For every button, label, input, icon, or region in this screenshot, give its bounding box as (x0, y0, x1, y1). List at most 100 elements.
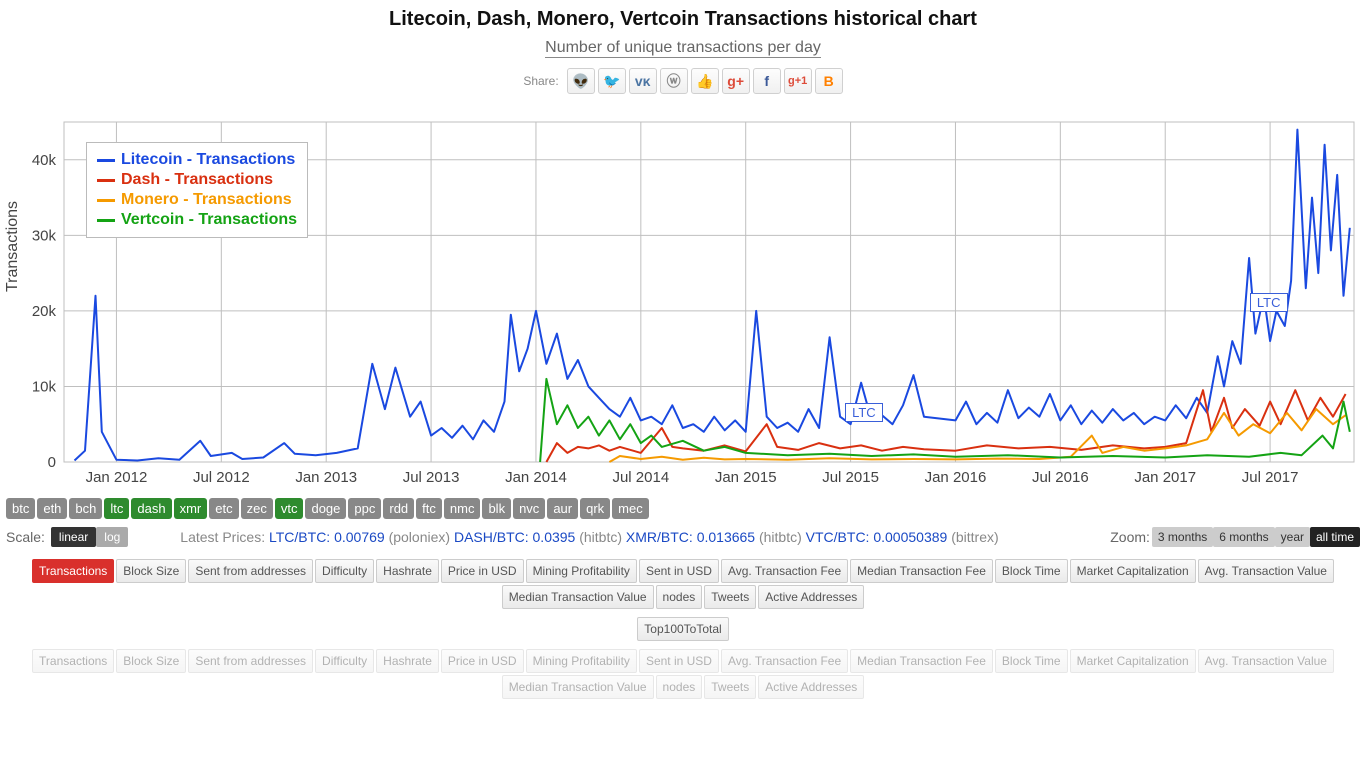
metric-row-primary: TransactionsBlock SizeSent from addresse… (0, 557, 1366, 611)
coin-aur-button[interactable]: aur (547, 498, 578, 519)
metric-nodes-button[interactable]: nodes (656, 585, 703, 609)
svg-text:40k: 40k (32, 152, 57, 169)
page-subtitle[interactable]: Number of unique transactions per day (545, 39, 821, 58)
metric-sent-from-addresses-button[interactable]: Sent from addresses (188, 559, 313, 583)
metric-row-secondary: TransactionsBlock SizeSent from addresse… (0, 647, 1366, 701)
metric-market-capitalization-button[interactable]: Market Capitalization (1070, 649, 1196, 673)
legend-item[interactable]: Dash - Transactions (97, 171, 297, 189)
share-vk-button[interactable]: vᴋ (629, 68, 657, 94)
coin-rdd-button[interactable]: rdd (383, 498, 414, 519)
share-like-button[interactable]: 👍 (691, 68, 719, 94)
metric-mining-profitability-button[interactable]: Mining Profitability (526, 649, 637, 673)
coin-blk-button[interactable]: blk (482, 498, 511, 519)
share-facebook-button[interactable]: f (753, 68, 781, 94)
coin-etc-button[interactable]: etc (209, 498, 238, 519)
svg-text:Jul 2016: Jul 2016 (1032, 469, 1089, 486)
svg-text:Jan 2014: Jan 2014 (505, 469, 567, 486)
metric-difficulty-button[interactable]: Difficulty (315, 649, 374, 673)
metric-active-addresses-button[interactable]: Active Addresses (758, 675, 864, 699)
zoom-label: Zoom: (1110, 529, 1150, 545)
scale-linear-button[interactable]: linear (51, 527, 96, 547)
metric-median-transaction-value-button[interactable]: Median Transaction Value (502, 675, 654, 699)
chart-marker[interactable]: LTC (845, 403, 883, 422)
metric-median-transaction-fee-button[interactable]: Median Transaction Fee (850, 559, 993, 583)
metric-mining-profitability-button[interactable]: Mining Profitability (526, 559, 637, 583)
metric-tweets-button[interactable]: Tweets (704, 675, 756, 699)
chart-area: Transactions 010k20k30k40kJan 2012Jul 20… (8, 112, 1358, 492)
metric-block-time-button[interactable]: Block Time (995, 559, 1068, 583)
scale-label: Scale: (6, 529, 45, 545)
metric-market-capitalization-button[interactable]: Market Capitalization (1070, 559, 1196, 583)
metric-sent-in-usd-button[interactable]: Sent in USD (639, 649, 719, 673)
options-row: Scale: linearlog Latest Prices: LTC/BTC:… (0, 521, 1366, 553)
metric-median-transaction-value-button[interactable]: Median Transaction Value (502, 585, 654, 609)
chart-marker[interactable]: LTC (1250, 293, 1288, 312)
coin-nvc-button[interactable]: nvc (513, 498, 545, 519)
share-blogger-button[interactable]: B (815, 68, 843, 94)
coin-xmr-button[interactable]: xmr (174, 498, 208, 519)
coin-vtc-button[interactable]: vtc (275, 498, 304, 519)
coin-dash-button[interactable]: dash (131, 498, 171, 519)
legend-item[interactable]: Vertcoin - Transactions (97, 211, 297, 229)
metric-hashrate-button[interactable]: Hashrate (376, 559, 439, 583)
metric-hashrate-button[interactable]: Hashrate (376, 649, 439, 673)
coin-qrk-button[interactable]: qrk (580, 498, 610, 519)
coin-mec-button[interactable]: mec (612, 498, 649, 519)
scale-log-button[interactable]: log (96, 527, 128, 547)
legend-label: Dash - Transactions (121, 171, 273, 189)
metric-top100tototal-button[interactable]: Top100ToTotal (637, 617, 728, 641)
share-row: Share: 👽🐦vᴋⓦ👍g+fg+1B (0, 68, 1366, 94)
metric-avg-transaction-value-button[interactable]: Avg. Transaction Value (1198, 649, 1334, 673)
share-reddit-button[interactable]: 👽 (567, 68, 595, 94)
coin-ppc-button[interactable]: ppc (348, 498, 381, 519)
metric-sent-from-addresses-button[interactable]: Sent from addresses (188, 649, 313, 673)
coin-zec-button[interactable]: zec (241, 498, 273, 519)
zoom-6-months-button[interactable]: 6 months (1213, 527, 1274, 547)
legend-label: Litecoin - Transactions (121, 151, 295, 169)
metric-active-addresses-button[interactable]: Active Addresses (758, 585, 864, 609)
legend-item[interactable]: Monero - Transactions (97, 191, 297, 209)
svg-text:10k: 10k (32, 378, 57, 395)
legend-item[interactable]: Litecoin - Transactions (97, 151, 297, 169)
coin-eth-button[interactable]: eth (37, 498, 67, 519)
metric-transactions-button[interactable]: Transactions (32, 649, 114, 673)
legend-label: Vertcoin - Transactions (121, 211, 297, 229)
svg-text:Jan 2013: Jan 2013 (295, 469, 357, 486)
metric-avg-transaction-fee-button[interactable]: Avg. Transaction Fee (721, 559, 848, 583)
svg-text:Jul 2015: Jul 2015 (822, 469, 879, 486)
metric-block-size-button[interactable]: Block Size (116, 649, 186, 673)
zoom-year-button[interactable]: year (1275, 527, 1310, 547)
share-twitter-button[interactable]: 🐦 (598, 68, 626, 94)
coin-selector-row: btcethbchltcdashxmretczecvtcdogeppcrddft… (0, 496, 1366, 521)
metric-price-in-usd-button[interactable]: Price in USD (441, 559, 524, 583)
metric-nodes-button[interactable]: nodes (656, 675, 703, 699)
share-weibo-button[interactable]: ⓦ (660, 68, 688, 94)
zoom-all-time-button[interactable]: all time (1310, 527, 1360, 547)
metric-block-time-button[interactable]: Block Time (995, 649, 1068, 673)
metric-block-size-button[interactable]: Block Size (116, 559, 186, 583)
coin-ftc-button[interactable]: ftc (416, 498, 442, 519)
metric-avg-transaction-value-button[interactable]: Avg. Transaction Value (1198, 559, 1334, 583)
coin-nmc-button[interactable]: nmc (444, 498, 481, 519)
latest-prices: Latest Prices: LTC/BTC: 0.00769 (polonie… (180, 529, 998, 545)
metric-tweets-button[interactable]: Tweets (704, 585, 756, 609)
y-axis-label: Transactions (4, 201, 22, 292)
svg-text:Jul 2014: Jul 2014 (612, 469, 669, 486)
metric-transactions-button[interactable]: Transactions (32, 559, 114, 583)
page-title: Litecoin, Dash, Monero, Vertcoin Transac… (0, 8, 1366, 31)
coin-bch-button[interactable]: bch (69, 498, 102, 519)
share-gplus-button[interactable]: g+ (722, 68, 750, 94)
metric-price-in-usd-button[interactable]: Price in USD (441, 649, 524, 673)
svg-text:Jan 2017: Jan 2017 (1134, 469, 1196, 486)
coin-doge-button[interactable]: doge (305, 498, 346, 519)
svg-text:Jan 2016: Jan 2016 (925, 469, 987, 486)
share-gplus1-button[interactable]: g+1 (784, 68, 812, 94)
metric-row-extra: Top100ToTotal (0, 615, 1366, 643)
metric-sent-in-usd-button[interactable]: Sent in USD (639, 559, 719, 583)
metric-median-transaction-fee-button[interactable]: Median Transaction Fee (850, 649, 993, 673)
zoom-3-months-button[interactable]: 3 months (1152, 527, 1213, 547)
metric-avg-transaction-fee-button[interactable]: Avg. Transaction Fee (721, 649, 848, 673)
coin-ltc-button[interactable]: ltc (104, 498, 129, 519)
coin-btc-button[interactable]: btc (6, 498, 35, 519)
metric-difficulty-button[interactable]: Difficulty (315, 559, 374, 583)
